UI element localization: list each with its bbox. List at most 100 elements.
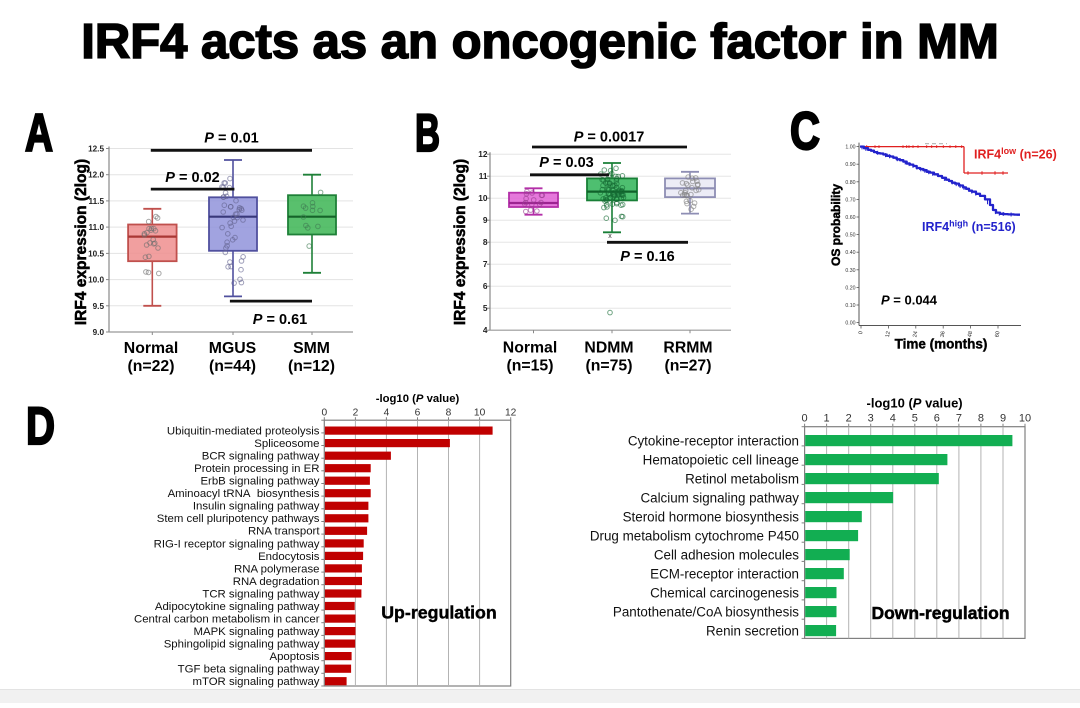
svg-text:Drug metabolism cytochrome P45: Drug metabolism cytochrome P450	[590, 528, 799, 543]
svg-text:36: 36	[940, 331, 947, 338]
svg-text:0.10: 0.10	[845, 303, 855, 309]
svg-text:10.5: 10.5	[88, 249, 104, 258]
svg-text:5: 5	[912, 413, 918, 425]
svg-text:C: C	[790, 102, 820, 161]
svg-text:12.0: 12.0	[88, 171, 104, 180]
svg-text:4: 4	[483, 325, 488, 335]
svg-text:P = 0.02: P = 0.02	[165, 170, 219, 186]
svg-text:P = 0.0017: P = 0.0017	[574, 130, 645, 146]
svg-text:Normal: Normal	[124, 340, 178, 357]
svg-text:Apoptosis: Apoptosis	[269, 651, 319, 663]
svg-text:RNA transport: RNA transport	[248, 526, 320, 538]
svg-text:12: 12	[885, 331, 892, 338]
svg-text:mTOR signaling pathway: mTOR signaling pathway	[192, 676, 319, 688]
svg-text:IRF4 acts as an oncogenic fact: IRF4 acts as an oncogenic factor in MM	[81, 15, 999, 69]
svg-text:Steroid hormone biosynthesis: Steroid hormone biosynthesis	[623, 509, 800, 524]
svg-text:11.5: 11.5	[89, 197, 105, 206]
svg-text:Chemical carcinogenesis: Chemical carcinogenesis	[650, 585, 799, 600]
svg-text:P = 0.03: P = 0.03	[539, 155, 593, 171]
svg-text:0.40: 0.40	[845, 250, 855, 256]
svg-text:ECM-receptor interaction: ECM-receptor interaction	[650, 566, 799, 581]
svg-text:0.80: 0.80	[845, 180, 855, 186]
svg-text:24: 24	[912, 331, 919, 338]
svg-text:9: 9	[1000, 413, 1006, 425]
svg-text:5: 5	[483, 303, 488, 313]
svg-text:Time (months): Time (months)	[895, 337, 988, 352]
svg-text:3: 3	[868, 413, 874, 425]
svg-text:(n=22): (n=22)	[128, 358, 175, 375]
svg-text:8: 8	[978, 413, 984, 425]
svg-text:Ubiquitin-mediated proteolysis: Ubiquitin-mediated proteolysis	[167, 426, 320, 438]
svg-text:0: 0	[802, 413, 808, 425]
svg-text:0: 0	[321, 407, 327, 418]
svg-text:Cytokine-receptor interaction: Cytokine-receptor interaction	[628, 433, 799, 448]
svg-text:P = 0.01: P = 0.01	[204, 131, 258, 147]
svg-text:(n=44): (n=44)	[209, 358, 256, 375]
svg-text:RIG-I receptor signaling pathw: RIG-I receptor signaling pathway	[154, 538, 320, 550]
svg-text:x: x	[608, 233, 612, 240]
svg-text:12.5: 12.5	[88, 145, 104, 154]
svg-text:12: 12	[478, 149, 488, 159]
svg-text:RNA polymerase: RNA polymerase	[234, 563, 319, 575]
svg-text:NDMM: NDMM	[584, 340, 633, 357]
svg-text:11: 11	[479, 171, 488, 181]
svg-text:-log10 (P value): -log10 (P value)	[376, 393, 460, 405]
svg-text:Spliceosome: Spliceosome	[254, 438, 319, 450]
svg-text:Calcium signaling pathway: Calcium signaling pathway	[640, 490, 799, 505]
svg-text:TGF beta signaling pathway: TGF beta signaling pathway	[178, 664, 320, 676]
svg-text:Sphingolipid signaling pathway: Sphingolipid signaling pathway	[164, 639, 320, 651]
svg-text:7: 7	[956, 413, 962, 425]
svg-text:IRF4 expression (2log): IRF4 expression (2log)	[73, 159, 90, 325]
svg-text:(n=75): (n=75)	[586, 358, 633, 375]
svg-text:D: D	[26, 397, 55, 456]
svg-text:-log10 (P value): -log10 (P value)	[867, 396, 963, 411]
svg-text:MGUS: MGUS	[209, 340, 256, 357]
svg-text:1.00: 1.00	[845, 145, 855, 151]
svg-text:0.50: 0.50	[845, 233, 855, 239]
svg-text:Renin secretion: Renin secretion	[706, 623, 799, 638]
svg-text:P = 0.16: P = 0.16	[620, 249, 674, 265]
svg-text:Up-regulation: Up-regulation	[381, 603, 497, 623]
svg-text:P = 0.61: P = 0.61	[253, 312, 307, 328]
svg-text:B: B	[415, 104, 440, 163]
svg-text:Normal: Normal	[503, 340, 557, 357]
svg-text:SMM: SMM	[293, 340, 330, 357]
svg-text:(n=15): (n=15)	[507, 358, 554, 375]
svg-text:RRMM: RRMM	[663, 340, 712, 357]
svg-text:A: A	[25, 104, 53, 163]
svg-text:2: 2	[353, 407, 359, 418]
svg-text:0.00: 0.00	[845, 321, 855, 327]
svg-text:12: 12	[505, 407, 517, 418]
svg-text:TCR signaling pathway: TCR signaling pathway	[202, 588, 319, 600]
svg-text:11.0: 11.0	[89, 223, 105, 232]
svg-text:(n=27): (n=27)	[665, 358, 712, 375]
svg-text:Retinol metabolism: Retinol metabolism	[685, 471, 799, 486]
svg-text:6: 6	[934, 413, 940, 425]
svg-text:0.30: 0.30	[845, 268, 855, 274]
svg-text:6: 6	[415, 407, 421, 418]
svg-text:0: 0	[858, 331, 864, 335]
svg-text:Down-regulation: Down-regulation	[871, 603, 1009, 623]
svg-text:OS probability: OS probability	[829, 184, 843, 266]
svg-text:1: 1	[824, 413, 830, 425]
svg-text:60: 60	[994, 331, 1001, 338]
svg-text:6: 6	[483, 281, 488, 291]
svg-text:0.70: 0.70	[845, 197, 855, 203]
svg-text:9: 9	[483, 215, 488, 225]
svg-text:MAPK signaling pathway: MAPK signaling pathway	[194, 626, 320, 638]
svg-text:7: 7	[483, 259, 488, 269]
svg-text:4: 4	[890, 413, 896, 425]
svg-text:Hematopoietic cell lineage: Hematopoietic cell lineage	[643, 452, 799, 467]
svg-text:Endocytosis: Endocytosis	[258, 551, 320, 563]
svg-text:RNA degradation: RNA degradation	[233, 576, 320, 588]
svg-text:10: 10	[474, 407, 486, 418]
svg-text:2: 2	[846, 413, 852, 425]
svg-text:(n=12): (n=12)	[288, 358, 335, 375]
svg-text:Adipocytokine signaling pathwa: Adipocytokine signaling pathway	[155, 601, 320, 613]
svg-text:Insulin signaling pathway: Insulin signaling pathway	[193, 501, 320, 513]
svg-text:IRF4high (n=516): IRF4high (n=516)	[922, 219, 1016, 235]
svg-text:P = 0.044: P = 0.044	[881, 293, 938, 308]
svg-text:0.60: 0.60	[845, 215, 855, 221]
svg-text:Central carbon metabolism in c: Central carbon metabolism in cancer	[134, 614, 320, 626]
svg-text:ErbB signaling pathway: ErbB signaling pathway	[200, 476, 319, 488]
